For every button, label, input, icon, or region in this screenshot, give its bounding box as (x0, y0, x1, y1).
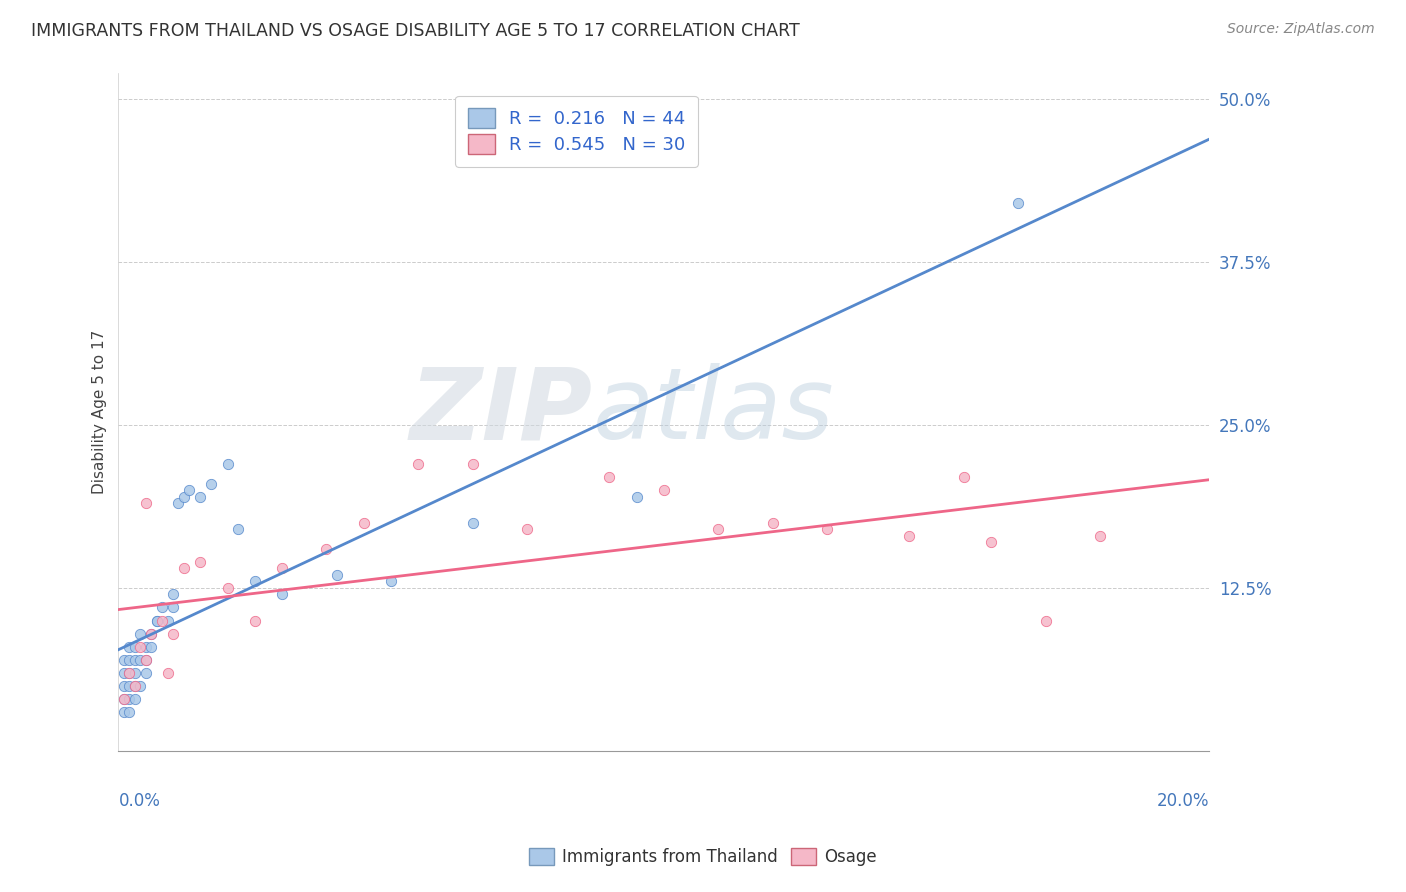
Point (408, 457, 430, 471)
Point (898, 529, 921, 543)
Point (461, 457, 484, 471)
Point (652, 483, 675, 498)
Point (156, 665, 179, 680)
Point (135, 652, 157, 666)
Point (141, 640, 163, 654)
Legend: Immigrants from Thailand, Osage: Immigrants from Thailand, Osage (522, 841, 884, 873)
Point (952, 470, 974, 484)
Text: 0.0%: 0.0% (118, 791, 160, 810)
Point (516, 522, 538, 536)
Point (217, 581, 239, 595)
Point (156, 614, 179, 628)
Point (243, 574, 266, 589)
Point (129, 679, 152, 693)
Point (150, 600, 173, 615)
Point (188, 555, 211, 569)
Point (598, 470, 620, 484)
Point (118, 691, 141, 706)
Point (112, 705, 135, 719)
Point (112, 652, 135, 666)
Point (325, 567, 347, 582)
Point (135, 652, 157, 666)
Text: ZIP: ZIP (411, 363, 593, 460)
Point (217, 457, 239, 471)
Point (162, 587, 184, 601)
Point (135, 665, 157, 680)
Point (271, 561, 294, 575)
Point (118, 679, 141, 693)
Point (707, 522, 730, 536)
Point (141, 626, 163, 640)
Point (124, 679, 146, 693)
Point (173, 490, 195, 504)
Point (135, 640, 157, 654)
Point (162, 600, 184, 615)
Point (1007, 196, 1029, 211)
Point (461, 516, 484, 530)
Text: atlas: atlas (593, 363, 835, 460)
Point (150, 614, 173, 628)
Point (980, 535, 1002, 549)
Point (173, 561, 195, 575)
Point (124, 679, 146, 693)
Point (112, 665, 135, 680)
Point (135, 496, 157, 510)
Point (129, 640, 152, 654)
Point (124, 665, 146, 680)
Point (315, 541, 337, 556)
Point (112, 691, 135, 706)
Legend: R =  0.216   N = 44, R =  0.545   N = 30: R = 0.216 N = 44, R = 0.545 N = 30 (456, 95, 697, 167)
Point (129, 652, 152, 666)
Y-axis label: Disability Age 5 to 17: Disability Age 5 to 17 (93, 330, 107, 494)
Point (141, 626, 163, 640)
Point (188, 490, 211, 504)
Point (179, 483, 201, 498)
Point (353, 516, 375, 530)
Point (118, 652, 141, 666)
Point (145, 614, 167, 628)
Point (815, 522, 838, 536)
Point (271, 587, 294, 601)
Point (380, 574, 402, 589)
Text: 20.0%: 20.0% (1157, 791, 1209, 810)
Point (1088, 529, 1111, 543)
Point (626, 490, 648, 504)
Point (228, 522, 250, 536)
Point (200, 476, 222, 491)
Point (167, 496, 190, 510)
Point (112, 691, 135, 706)
Point (762, 516, 785, 530)
Point (162, 626, 184, 640)
Point (129, 626, 152, 640)
Text: IMMIGRANTS FROM THAILAND VS OSAGE DISABILITY AGE 5 TO 17 CORRELATION CHART: IMMIGRANTS FROM THAILAND VS OSAGE DISABI… (31, 22, 800, 40)
Point (118, 640, 141, 654)
Point (145, 614, 167, 628)
Point (124, 652, 146, 666)
Point (124, 640, 146, 654)
Point (243, 614, 266, 628)
Point (118, 665, 141, 680)
Point (118, 705, 141, 719)
Point (124, 691, 146, 706)
Text: Source: ZipAtlas.com: Source: ZipAtlas.com (1227, 22, 1375, 37)
Point (112, 679, 135, 693)
Point (118, 665, 141, 680)
Point (1035, 614, 1057, 628)
